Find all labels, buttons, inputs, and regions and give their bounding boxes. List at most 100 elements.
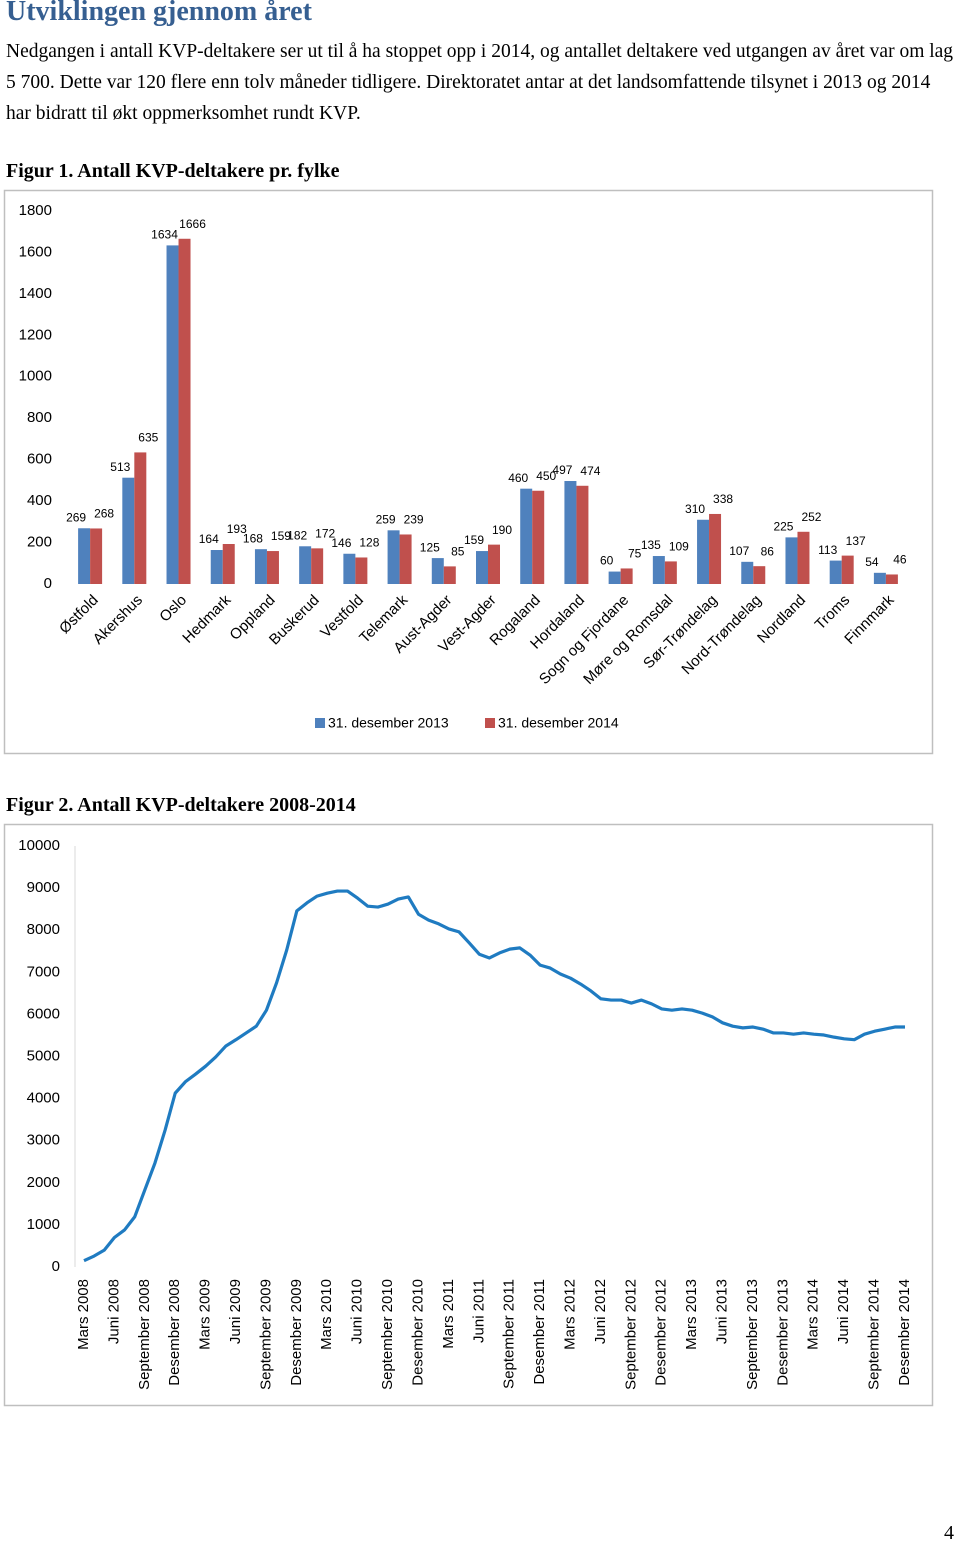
x-tick-label: September 2010	[379, 1279, 396, 1390]
bar	[90, 528, 103, 584]
x-tick-label: Mars 2012	[561, 1279, 578, 1350]
data-label: 137	[846, 534, 866, 548]
page-number: 4	[944, 1522, 954, 1544]
x-tick-label: Juni 2013	[714, 1279, 731, 1344]
bar	[608, 571, 621, 584]
x-tick-label: Juni 2009	[227, 1279, 244, 1344]
y-tick-label: 8000	[27, 921, 60, 938]
chart-frame	[3, 823, 934, 1407]
y-tick-label: 2000	[27, 1174, 60, 1191]
x-tick-label: Desember 2009	[288, 1279, 305, 1386]
x-tick-label: Desember 2013	[774, 1279, 791, 1386]
x-tick-label: September 2012	[622, 1279, 639, 1390]
data-label: 54	[865, 555, 879, 569]
x-tick-label: Mars 2010	[318, 1279, 335, 1350]
chart-frame	[3, 189, 934, 755]
data-label: 75	[628, 547, 642, 561]
data-label: 159	[271, 529, 291, 543]
bar	[885, 574, 898, 584]
y-tick-label: 7000	[27, 963, 60, 980]
data-label: 172	[315, 527, 335, 541]
bar	[520, 488, 533, 584]
x-tick-label: September 2011	[501, 1279, 518, 1389]
x-tick-label: Nordland	[754, 592, 809, 647]
bar	[873, 572, 886, 584]
x-tick-label: Troms	[812, 592, 854, 634]
bar	[134, 452, 147, 584]
bar	[266, 551, 279, 584]
figure-caption: Figur 1. Antall KVP-deltakere pr. fylke	[6, 160, 340, 182]
x-tick-label: Desember 2010	[409, 1279, 426, 1386]
data-label: 474	[580, 464, 600, 478]
x-tick-label: Juni 2011	[470, 1279, 487, 1343]
data-label: 135	[641, 538, 661, 552]
data-label: 1666	[179, 217, 206, 231]
bar	[178, 238, 191, 585]
x-tick-label: Finnmark	[841, 591, 898, 648]
x-tick-label: Mars 2009	[197, 1279, 214, 1350]
y-tick-label: 3000	[27, 1132, 60, 1149]
data-label: 125	[420, 540, 440, 554]
bar	[443, 566, 456, 584]
y-tick-label: 200	[27, 534, 52, 551]
data-label: 268	[94, 507, 114, 521]
x-tick-label: Oslo	[156, 592, 190, 626]
x-tick-label: September 2013	[744, 1279, 761, 1390]
x-tick-label: Desember 2008	[166, 1279, 183, 1386]
x-tick-label: September 2009	[257, 1279, 274, 1390]
data-label: 46	[893, 553, 907, 567]
bar	[210, 550, 223, 584]
y-tick-label: 0	[44, 575, 52, 592]
bar	[576, 485, 589, 584]
x-tick-label: Mars 2014	[805, 1279, 822, 1350]
paragraph: Nedgangen i antall KVP-deltakere ser ut …	[6, 41, 954, 124]
bar	[741, 561, 754, 584]
y-tick-label: 600	[27, 451, 52, 468]
legend-swatch	[315, 718, 325, 728]
bar	[343, 553, 356, 584]
x-tick-label: Mars 2013	[683, 1279, 700, 1350]
bar	[399, 534, 412, 584]
y-tick-label: 0	[52, 1258, 60, 1275]
bar	[431, 558, 444, 584]
data-label: 182	[287, 528, 307, 542]
bar	[841, 555, 854, 584]
bar	[299, 546, 312, 584]
x-tick-label: Nord-Trøndelag	[678, 592, 764, 678]
data-label: 635	[138, 431, 158, 445]
data-label: 239	[404, 513, 424, 527]
data-label: 193	[227, 522, 247, 536]
bar	[355, 557, 368, 584]
bar	[254, 549, 267, 584]
data-label: 113	[818, 543, 837, 557]
data-label: 159	[464, 533, 484, 547]
bar	[166, 245, 179, 584]
data-label: 259	[376, 513, 396, 527]
x-tick-label: Desember 2014	[896, 1279, 913, 1386]
data-label: 146	[331, 536, 351, 550]
x-tick-label: Mars 2008	[75, 1279, 92, 1350]
bar	[78, 528, 91, 584]
y-tick-label: 4000	[27, 1090, 60, 1107]
data-label: 497	[552, 463, 572, 477]
figure-caption: Figur 2. Antall KVP-deltakere 2008-2014	[6, 794, 356, 816]
y-tick-label: 10000	[18, 837, 60, 854]
bar	[532, 490, 545, 584]
bar	[697, 519, 710, 584]
legend-label: 31. desember 2013	[328, 715, 449, 731]
data-label: 450	[536, 469, 556, 483]
bar	[753, 566, 766, 584]
data-label: 60	[600, 554, 614, 568]
bar	[488, 544, 500, 584]
data-label: 269	[66, 510, 86, 524]
y-tick-label: 9000	[27, 879, 60, 896]
y-tick-label: 1800	[19, 202, 52, 219]
x-tick-label: Hedmark	[179, 591, 234, 646]
data-label: 513	[110, 460, 130, 474]
data-label: 252	[801, 510, 821, 524]
heading: Utviklingen gjennom året	[6, 0, 312, 27]
x-tick-label: Desember 2012	[653, 1279, 670, 1386]
data-label: 86	[761, 544, 775, 558]
